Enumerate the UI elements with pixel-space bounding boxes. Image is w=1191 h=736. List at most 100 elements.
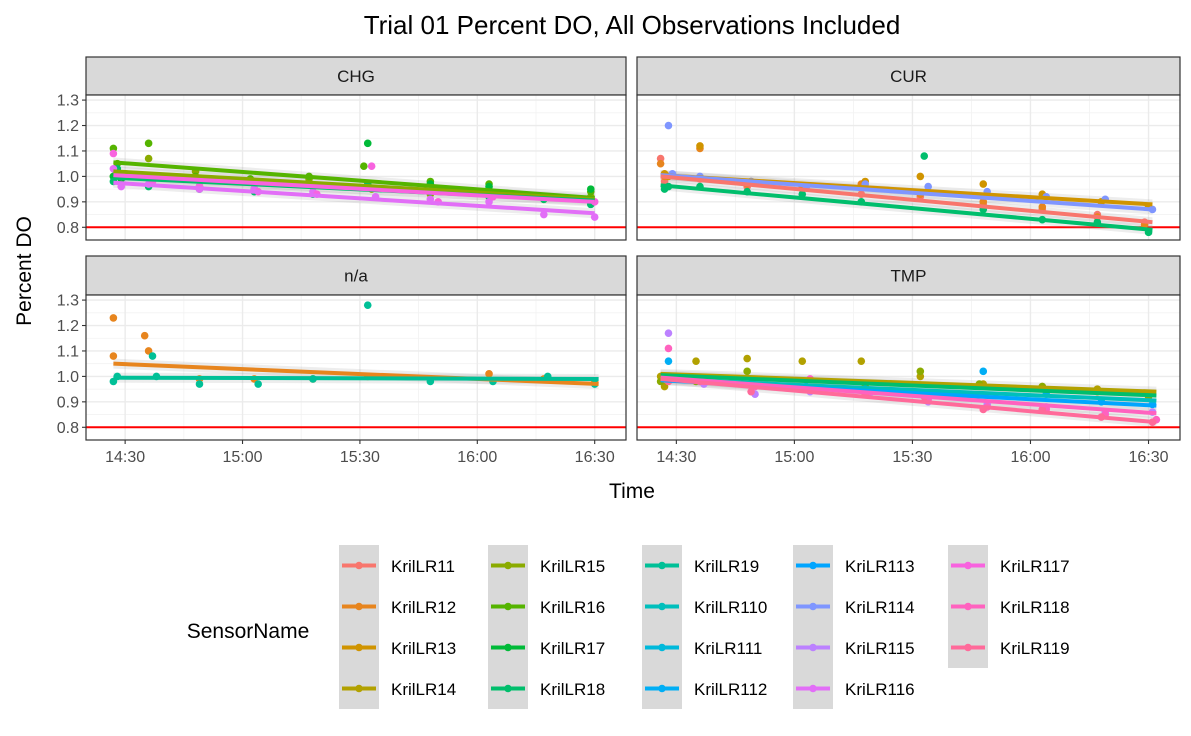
- legend-key-point: [964, 561, 972, 570]
- chart-title: Trial 01 Percent DO, All Observations In…: [364, 10, 901, 40]
- panel-CHG: CHG 0.8 0.9 1.0 1.1 1.2 1.3: [57, 56, 627, 241]
- data-point: [148, 352, 157, 360]
- data-point: [363, 301, 372, 309]
- panel-na: n/a 0.8 0.9 1.0 1.1 1.2 1.3 14:30 15:00 15:30 16:0…: [57, 255, 627, 466]
- legend-item: KrilLR18: [488, 668, 605, 709]
- legend-label: KrilLR11: [391, 557, 455, 576]
- data-point: [254, 380, 262, 388]
- facet-strip-label: TMP: [891, 267, 927, 286]
- y-tick-label: 0.8: [57, 220, 79, 237]
- fit-line: [113, 173, 595, 204]
- legend-key-point: [355, 561, 363, 570]
- fit-line: [660, 174, 1153, 225]
- facet-strip: [636, 56, 1181, 96]
- legend-label: KrilLR13: [391, 639, 456, 658]
- y-tick-label: 1.2: [57, 118, 79, 135]
- facet-strip: [636, 255, 1181, 296]
- data-point: [664, 357, 673, 365]
- legend-item: KriLR119: [948, 627, 1070, 668]
- legend-item: KriLR116: [793, 668, 915, 709]
- y-tick-label: 1.1: [57, 343, 79, 360]
- data-point: [485, 370, 493, 378]
- y-tick-label: 0.9: [57, 194, 79, 211]
- data-point: [664, 344, 673, 353]
- x-axis-title: Time: [609, 480, 655, 503]
- data-point: [743, 367, 751, 376]
- legend-label: KrilLR19: [694, 557, 759, 576]
- legend-label: KriLR117: [1000, 557, 1070, 576]
- panel-TMP: TMP 14:30 15:00 15:30 16:00 16:30: [636, 255, 1181, 466]
- legend-label: KriLR119: [1000, 639, 1070, 658]
- legend-item: KrilLR112: [642, 668, 767, 709]
- facet-strip: [85, 255, 627, 296]
- data-point: [586, 185, 595, 193]
- data-point: [979, 198, 988, 206]
- y-tick-label: 0.8: [57, 420, 79, 437]
- fit-line: [660, 173, 1153, 212]
- facet-strip: [85, 56, 627, 96]
- legend-item: KrilLR17: [488, 627, 605, 668]
- fit-line: [660, 375, 1157, 416]
- legend-item: KrilLR15: [488, 545, 605, 586]
- legend-key-point: [809, 643, 817, 652]
- data-point: [857, 357, 866, 365]
- data-point: [916, 172, 925, 181]
- facet-strip-label: CHG: [337, 67, 375, 86]
- data-point: [696, 142, 704, 150]
- legend-item: KriLR114: [793, 586, 915, 627]
- x-tick-label: 16:00: [457, 449, 497, 466]
- y-tick-label: 1.2: [57, 318, 79, 335]
- legend-key-point: [658, 602, 666, 611]
- facet-strip-label: n/a: [344, 267, 368, 286]
- y-tick-label: 1.3: [57, 93, 79, 110]
- legend-key-point: [809, 684, 817, 693]
- y-tick-label: 1.1: [57, 143, 79, 160]
- legend-label: KriLR118: [1000, 598, 1070, 617]
- legend-label: KriLR115: [845, 639, 915, 658]
- legend-key-point: [809, 602, 817, 611]
- fit-line: [113, 160, 595, 201]
- legend-key-point: [964, 602, 972, 611]
- data-point: [743, 354, 751, 363]
- legend-item: KriLR115: [793, 627, 915, 668]
- y-axis-title: Percent DO: [13, 216, 36, 326]
- data-point: [920, 152, 929, 160]
- data-point: [924, 182, 932, 191]
- legend-label: KrilLR15: [540, 557, 605, 576]
- data-point: [360, 162, 368, 171]
- x-tick-label: 15:30: [340, 449, 380, 466]
- panel-border: [636, 94, 1181, 241]
- data-point: [109, 314, 118, 322]
- legend-key-point: [504, 561, 512, 570]
- panel-CUR: CUR: [636, 56, 1181, 241]
- legend-label: KriLR111: [694, 639, 762, 658]
- legend-item: KrilLR16: [488, 586, 605, 627]
- legend-label: KriLR116: [845, 680, 915, 699]
- legend-key-point: [355, 684, 363, 693]
- legend-key-point: [504, 684, 512, 693]
- data-point: [747, 387, 755, 396]
- data-point: [144, 154, 153, 163]
- legend-label: KrilLR112: [694, 680, 767, 699]
- legend-label: KriLR114: [845, 598, 915, 617]
- data-point: [195, 380, 204, 388]
- data-point: [664, 329, 673, 337]
- data-point: [664, 121, 673, 130]
- data-point: [363, 139, 372, 148]
- legend-label: KrilLR16: [540, 598, 605, 617]
- panel-border: [85, 294, 627, 441]
- data-point: [916, 367, 925, 376]
- fit-line: [113, 180, 595, 216]
- legend-key-point: [658, 561, 666, 570]
- y-tick-label: 1.0: [57, 169, 79, 186]
- data-point: [979, 367, 988, 376]
- legend-key-point: [504, 602, 512, 611]
- legend-label: KrilLR110: [694, 598, 767, 617]
- fit-line: [113, 375, 599, 381]
- fit-line: [660, 373, 1157, 398]
- legend-key-point: [355, 602, 363, 611]
- legend-item: KrilLR14: [339, 668, 456, 709]
- data-point: [590, 213, 599, 221]
- legend-item: KrilLR19: [642, 545, 759, 586]
